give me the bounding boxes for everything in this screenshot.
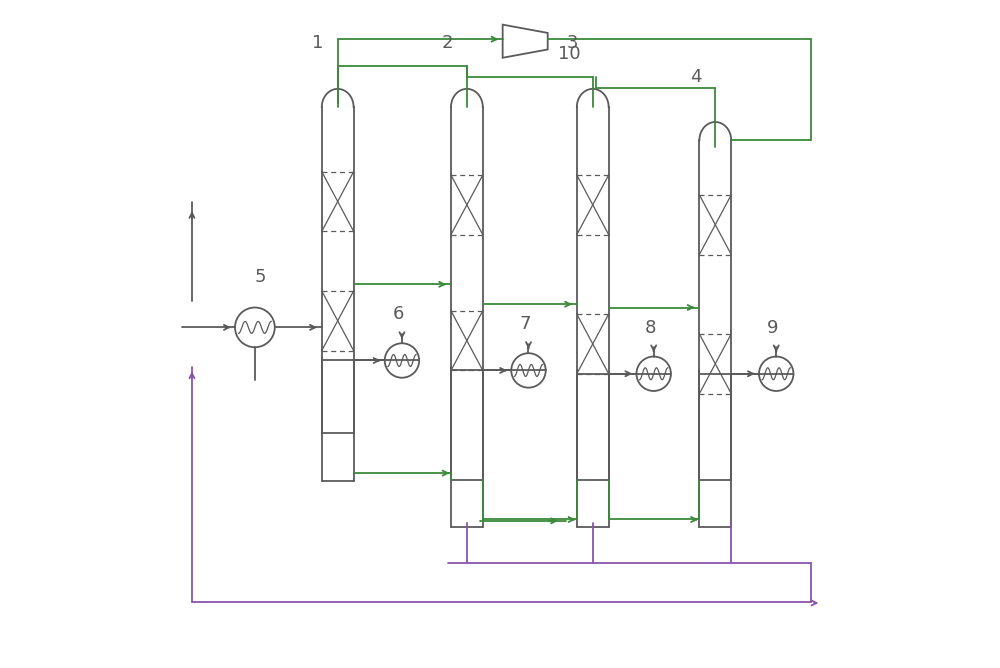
Text: 7: 7 (519, 315, 531, 333)
Text: 8: 8 (645, 319, 656, 337)
Text: 4: 4 (690, 67, 701, 86)
Text: 1: 1 (312, 35, 324, 53)
Text: 5: 5 (254, 269, 266, 287)
Text: 3: 3 (567, 35, 579, 53)
Text: 10: 10 (558, 45, 581, 63)
Text: 9: 9 (767, 319, 779, 337)
Text: 2: 2 (441, 35, 453, 53)
Text: 6: 6 (393, 305, 404, 323)
